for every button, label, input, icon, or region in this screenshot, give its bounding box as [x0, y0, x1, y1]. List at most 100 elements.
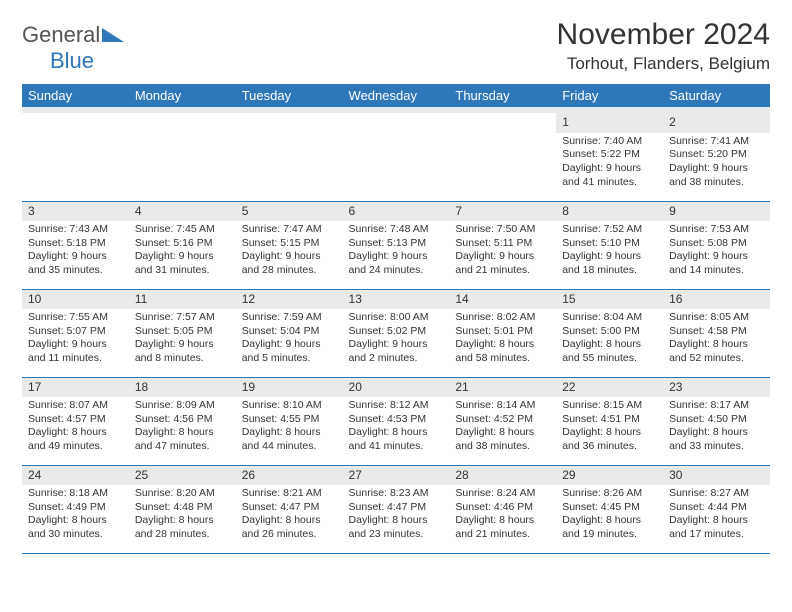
calendar-cell: 10Sunrise: 7:55 AMSunset: 5:07 PMDayligh…: [22, 289, 129, 377]
month-title: November 2024: [557, 18, 770, 52]
daylight-text: Daylight: 8 hours and 41 minutes.: [349, 426, 444, 453]
calendar-cell: [236, 113, 343, 201]
day-number: 30: [663, 466, 770, 486]
daylight-text: Daylight: 8 hours and 30 minutes.: [28, 514, 123, 541]
day-header: Thursday: [449, 84, 556, 107]
daylight-text: Daylight: 8 hours and 55 minutes.: [562, 338, 657, 365]
sunrise-text: Sunrise: 8:23 AM: [349, 487, 444, 501]
sunset-text: Sunset: 5:02 PM: [349, 325, 444, 339]
calendar-week-row: 1Sunrise: 7:40 AMSunset: 5:22 PMDaylight…: [22, 113, 770, 201]
day-number: 24: [22, 466, 129, 486]
day-number: 3: [22, 202, 129, 222]
sunset-text: Sunset: 4:47 PM: [349, 501, 444, 515]
calendar-week-row: 10Sunrise: 7:55 AMSunset: 5:07 PMDayligh…: [22, 289, 770, 377]
sunrise-text: Sunrise: 8:27 AM: [669, 487, 764, 501]
calendar-cell: 4Sunrise: 7:45 AMSunset: 5:16 PMDaylight…: [129, 201, 236, 289]
day-details: Sunrise: 8:10 AMSunset: 4:55 PMDaylight:…: [236, 397, 343, 458]
day-details: Sunrise: 8:23 AMSunset: 4:47 PMDaylight:…: [343, 485, 450, 546]
daylight-text: Daylight: 9 hours and 5 minutes.: [242, 338, 337, 365]
logo-blue: Blue: [50, 48, 94, 73]
calendar-cell: 26Sunrise: 8:21 AMSunset: 4:47 PMDayligh…: [236, 465, 343, 553]
daylight-text: Daylight: 9 hours and 2 minutes.: [349, 338, 444, 365]
day-details: Sunrise: 8:21 AMSunset: 4:47 PMDaylight:…: [236, 485, 343, 546]
logo: General Blue: [22, 22, 124, 74]
calendar-week-row: 24Sunrise: 8:18 AMSunset: 4:49 PMDayligh…: [22, 465, 770, 553]
location: Torhout, Flanders, Belgium: [557, 54, 770, 74]
daylight-text: Daylight: 8 hours and 33 minutes.: [669, 426, 764, 453]
calendar-body: 1Sunrise: 7:40 AMSunset: 5:22 PMDaylight…: [22, 107, 770, 553]
sunset-text: Sunset: 5:22 PM: [562, 148, 657, 162]
day-details: Sunrise: 8:12 AMSunset: 4:53 PMDaylight:…: [343, 397, 450, 458]
day-details: Sunrise: 7:57 AMSunset: 5:05 PMDaylight:…: [129, 309, 236, 370]
day-number: 12: [236, 290, 343, 310]
calendar-cell: [343, 113, 450, 201]
sunrise-text: Sunrise: 7:40 AM: [562, 135, 657, 149]
day-details: Sunrise: 8:05 AMSunset: 4:58 PMDaylight:…: [663, 309, 770, 370]
day-details: Sunrise: 7:55 AMSunset: 5:07 PMDaylight:…: [22, 309, 129, 370]
calendar-cell: 15Sunrise: 8:04 AMSunset: 5:00 PMDayligh…: [556, 289, 663, 377]
day-number: 8: [556, 202, 663, 222]
calendar-cell: [129, 113, 236, 201]
logo-general: General: [22, 22, 100, 47]
daylight-text: Daylight: 8 hours and 23 minutes.: [349, 514, 444, 541]
day-details: Sunrise: 8:17 AMSunset: 4:50 PMDaylight:…: [663, 397, 770, 458]
sunrise-text: Sunrise: 7:52 AM: [562, 223, 657, 237]
sunset-text: Sunset: 4:51 PM: [562, 413, 657, 427]
header: General Blue November 2024 Torhout, Flan…: [22, 18, 770, 74]
calendar-cell: 19Sunrise: 8:10 AMSunset: 4:55 PMDayligh…: [236, 377, 343, 465]
day-number: 21: [449, 378, 556, 398]
daylight-text: Daylight: 8 hours and 19 minutes.: [562, 514, 657, 541]
daylight-text: Daylight: 9 hours and 14 minutes.: [669, 250, 764, 277]
daylight-text: Daylight: 9 hours and 31 minutes.: [135, 250, 230, 277]
day-number: 16: [663, 290, 770, 310]
day-number: 25: [129, 466, 236, 486]
day-number: 20: [343, 378, 450, 398]
sunrise-text: Sunrise: 8:17 AM: [669, 399, 764, 413]
sunrise-text: Sunrise: 7:59 AM: [242, 311, 337, 325]
sunrise-text: Sunrise: 8:24 AM: [455, 487, 550, 501]
sunrise-text: Sunrise: 8:18 AM: [28, 487, 123, 501]
day-details: Sunrise: 7:45 AMSunset: 5:16 PMDaylight:…: [129, 221, 236, 282]
title-block: November 2024 Torhout, Flanders, Belgium: [557, 18, 770, 74]
sunrise-text: Sunrise: 8:20 AM: [135, 487, 230, 501]
day-number: 15: [556, 290, 663, 310]
sunset-text: Sunset: 4:50 PM: [669, 413, 764, 427]
sunset-text: Sunset: 4:56 PM: [135, 413, 230, 427]
sunset-text: Sunset: 5:07 PM: [28, 325, 123, 339]
calendar-cell: 14Sunrise: 8:02 AMSunset: 5:01 PMDayligh…: [449, 289, 556, 377]
sunrise-text: Sunrise: 7:47 AM: [242, 223, 337, 237]
sunrise-text: Sunrise: 8:12 AM: [349, 399, 444, 413]
sunset-text: Sunset: 5:00 PM: [562, 325, 657, 339]
sunset-text: Sunset: 4:44 PM: [669, 501, 764, 515]
day-details: Sunrise: 7:48 AMSunset: 5:13 PMDaylight:…: [343, 221, 450, 282]
day-number: 10: [22, 290, 129, 310]
daylight-text: Daylight: 9 hours and 18 minutes.: [562, 250, 657, 277]
sunrise-text: Sunrise: 7:53 AM: [669, 223, 764, 237]
daylight-text: Daylight: 9 hours and 28 minutes.: [242, 250, 337, 277]
daylight-text: Daylight: 9 hours and 11 minutes.: [28, 338, 123, 365]
sunrise-text: Sunrise: 7:57 AM: [135, 311, 230, 325]
daylight-text: Daylight: 8 hours and 49 minutes.: [28, 426, 123, 453]
calendar-cell: [449, 113, 556, 201]
calendar-table: SundayMondayTuesdayWednesdayThursdayFrid…: [22, 84, 770, 554]
day-details: Sunrise: 8:18 AMSunset: 4:49 PMDaylight:…: [22, 485, 129, 546]
day-details: Sunrise: 8:14 AMSunset: 4:52 PMDaylight:…: [449, 397, 556, 458]
calendar-cell: 12Sunrise: 7:59 AMSunset: 5:04 PMDayligh…: [236, 289, 343, 377]
daylight-text: Daylight: 8 hours and 44 minutes.: [242, 426, 337, 453]
sunset-text: Sunset: 5:11 PM: [455, 237, 550, 251]
daylight-text: Daylight: 9 hours and 38 minutes.: [669, 162, 764, 189]
sunrise-text: Sunrise: 8:07 AM: [28, 399, 123, 413]
day-details: Sunrise: 7:53 AMSunset: 5:08 PMDaylight:…: [663, 221, 770, 282]
calendar-cell: 11Sunrise: 7:57 AMSunset: 5:05 PMDayligh…: [129, 289, 236, 377]
sunset-text: Sunset: 4:53 PM: [349, 413, 444, 427]
sunrise-text: Sunrise: 7:48 AM: [349, 223, 444, 237]
sunrise-text: Sunrise: 8:02 AM: [455, 311, 550, 325]
calendar-cell: 17Sunrise: 8:07 AMSunset: 4:57 PMDayligh…: [22, 377, 129, 465]
day-details: Sunrise: 7:47 AMSunset: 5:15 PMDaylight:…: [236, 221, 343, 282]
sunset-text: Sunset: 4:58 PM: [669, 325, 764, 339]
day-details: Sunrise: 8:15 AMSunset: 4:51 PMDaylight:…: [556, 397, 663, 458]
sunset-text: Sunset: 4:57 PM: [28, 413, 123, 427]
daylight-text: Daylight: 9 hours and 35 minutes.: [28, 250, 123, 277]
calendar-cell: 28Sunrise: 8:24 AMSunset: 4:46 PMDayligh…: [449, 465, 556, 553]
daylight-text: Daylight: 9 hours and 41 minutes.: [562, 162, 657, 189]
